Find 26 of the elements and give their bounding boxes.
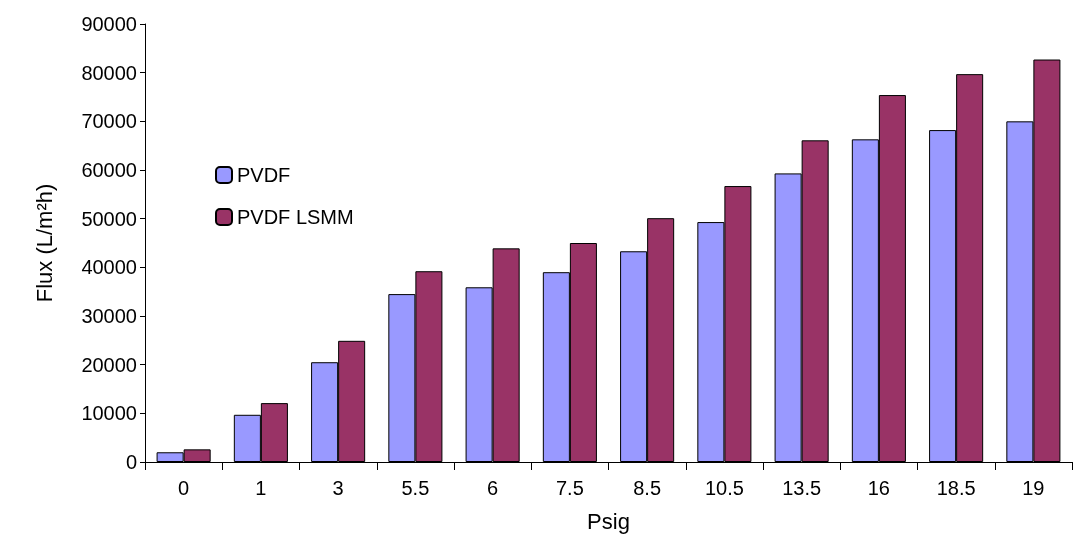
y-tick-label: 60000	[81, 159, 137, 181]
legend-label: PVDF	[237, 164, 291, 186]
x-tick-label: 10.5	[704, 477, 744, 499]
y-tick-label: 50000	[81, 207, 137, 230]
y-tick-label: 0	[125, 451, 137, 473]
y-axis-title: Flux (L/m²h)	[31, 183, 57, 303]
y-tick-label: 40000	[81, 256, 137, 279]
x-tick-label: 6	[487, 477, 499, 499]
x-tick-label: 13.5	[782, 477, 822, 499]
x-tick-label: 8.5	[633, 477, 662, 499]
x-tick-label: 18.5	[936, 477, 976, 499]
x-tick-label: 0	[178, 477, 190, 499]
y-tick-label: 70000	[81, 110, 137, 133]
y-tick-label: 80000	[81, 61, 137, 84]
x-axis-title: Psig	[587, 508, 630, 534]
legend-label: PVDF LSMM	[237, 206, 354, 228]
x-tick-label: 16	[867, 477, 890, 499]
x-tick-label: 1	[255, 477, 267, 499]
x-tick-label: 5.5	[401, 477, 430, 499]
y-tick-label: 20000	[81, 353, 137, 376]
x-tick-label: 3	[332, 477, 344, 499]
x-tick-label: 19	[1022, 477, 1045, 499]
x-tick-label: 7.5	[555, 477, 584, 499]
y-tick-label: 30000	[81, 305, 137, 327]
y-tick-label: 10000	[81, 402, 137, 425]
y-tick-label: 90000	[81, 13, 137, 35]
